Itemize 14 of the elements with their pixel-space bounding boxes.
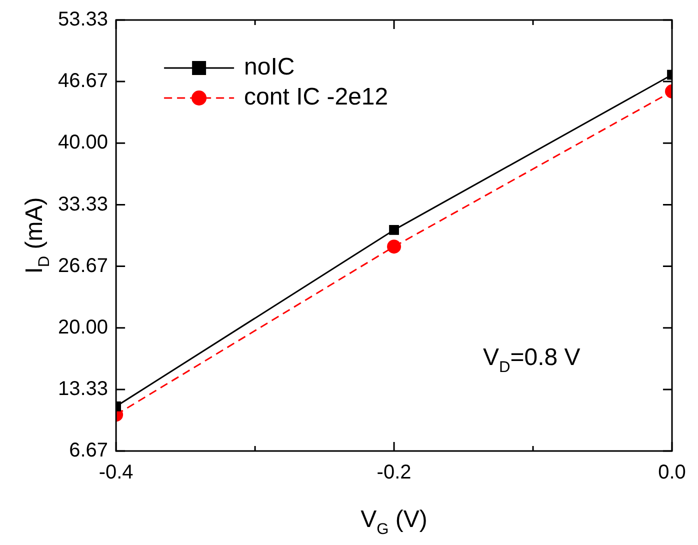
y-tick-label: 26.67 <box>58 254 108 277</box>
x-tick-label: 0.0 <box>658 462 686 484</box>
y-tick-label: 46.67 <box>58 70 108 92</box>
y-tick-label: 40.00 <box>58 132 108 154</box>
y-tick-label: 33.33 <box>58 193 108 216</box>
x-tick-label: -0.4 <box>98 462 134 484</box>
y-tick-label: 13.33 <box>58 378 108 400</box>
x-tick-label: -0.2 <box>376 462 412 484</box>
legend-label: noIC <box>244 54 295 81</box>
legend-label: cont IC -2e12 <box>244 84 388 111</box>
y-axis-title: ID (mA) <box>21 197 54 274</box>
y-tick-label: 6.67 <box>69 440 108 462</box>
y-tick-label: 53.33 <box>58 8 108 31</box>
y-tick-label: 20.00 <box>58 316 108 338</box>
